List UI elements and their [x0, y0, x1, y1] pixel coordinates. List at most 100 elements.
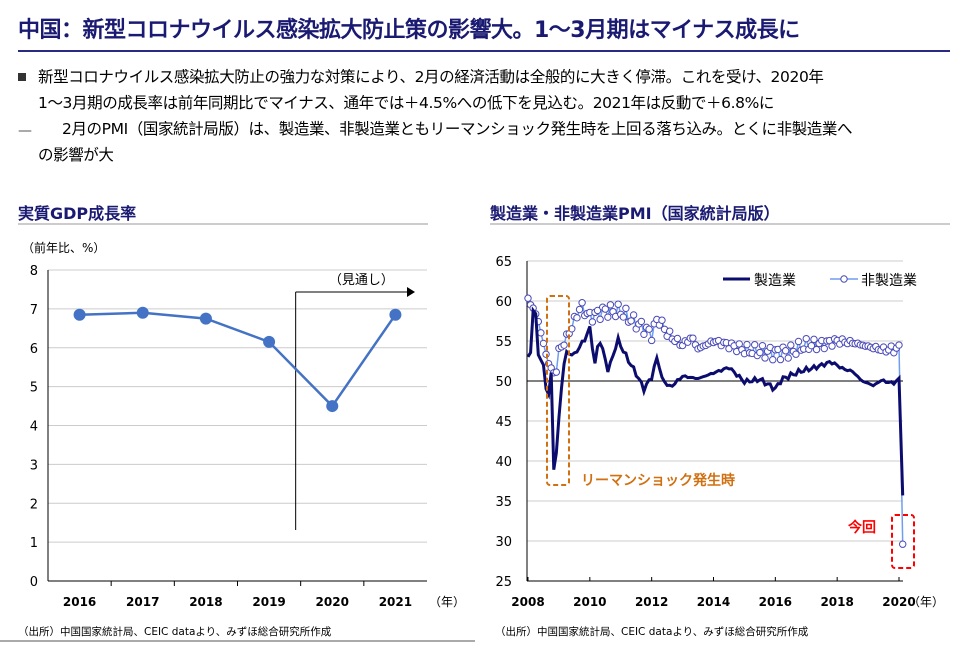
y-axis-label: （前年比、%） [22, 240, 105, 255]
x-tick-label: 2018 [189, 595, 222, 609]
gdp-point [136, 306, 149, 319]
nonmanufacturing-point [627, 317, 635, 325]
nonmanufacturing-point [820, 344, 828, 353]
title-divider [18, 50, 950, 52]
nonmanufacturing-point [593, 306, 602, 315]
nonmanufacturing-point [601, 305, 609, 313]
gdp-line [79, 311, 397, 409]
gdp-point [73, 308, 86, 321]
x-tick-label: 2016 [759, 595, 792, 609]
nonmanufacturing-point [575, 305, 584, 314]
gdp-heading-divider [18, 223, 428, 225]
x-tick-label: 2008 [511, 595, 544, 609]
x-tick-label: 2017 [126, 595, 159, 609]
nonmanufacturing-point [658, 316, 666, 324]
y-tick-label: 0 [30, 575, 38, 590]
gdp-chart-heading: 実質GDP成長率 [18, 204, 137, 223]
y-tick-label: 8 [30, 264, 38, 279]
nonmanufacturing-point [812, 345, 821, 354]
y-tick-label: 3 [30, 458, 38, 473]
gdp-chart: （前年比、%） 0 1 2 3 4 5 6 7 8 2016 2017 2018 2019 2020 2021… [22, 240, 465, 609]
nonmanufacturing-point [756, 348, 764, 357]
x-tick-label: 2018 [820, 595, 853, 609]
nonmanufacturing-point [537, 329, 545, 337]
pmi-chart: 25 30 35 40 45 50 55 60 65 2008 2010 2012 2014 2016 20… [495, 255, 944, 609]
nonmanufacturing-point [614, 300, 622, 308]
nonmanufacturing-point [645, 325, 653, 333]
current-highlight-box [891, 514, 915, 569]
arrow-head-icon [407, 287, 415, 297]
y-tick-label: 25 [495, 575, 512, 590]
nonmanufacturing-point [781, 347, 790, 355]
nonmanufacturing-point [588, 318, 597, 326]
nonmanufacturing-point [619, 313, 628, 321]
y-tick-label: 60 [495, 295, 512, 310]
y-tick-label: 65 [495, 255, 512, 270]
y-tick-label: 7 [30, 303, 38, 318]
nonmanufacturing-point [647, 336, 656, 345]
nonmanufacturing-point [787, 341, 795, 349]
nonmanufacturing-point [606, 301, 615, 309]
sub-bullet-line2: の影響が大 [38, 146, 114, 164]
nonmanufacturing-point [622, 304, 630, 312]
gdp-point [199, 312, 212, 325]
nonmanufacturing-point [784, 354, 792, 362]
gdp-point [389, 308, 402, 321]
x-tick-label: 2020 [316, 595, 349, 609]
nonmanufacturing-point [751, 341, 759, 349]
x-axis-unit: （年） [908, 595, 944, 609]
y-tick-label: 2 [30, 497, 38, 512]
x-axis-unit: （年） [429, 595, 465, 609]
nonmanufacturing-point [666, 327, 674, 335]
gdp-point [326, 400, 339, 413]
y-tick-label: 1 [30, 536, 38, 551]
nonmanufacturing-point [640, 330, 648, 339]
nonmanufacturing-point [637, 317, 646, 326]
x-tick-label: 2010 [573, 595, 606, 609]
gdp-source-note: （出所）中国国家統計局、CEIC dataより、みずほ総合研究所作成 [18, 626, 332, 638]
legend-nonmanufacturing-label: 非製造業 [861, 273, 917, 289]
nonmanufacturing-point [560, 341, 568, 349]
nonmanufacturing-point [552, 368, 561, 376]
nonmanufacturing-point [792, 350, 800, 358]
nonmanufacturing-point [758, 341, 767, 350]
nonmanufacturing-point [810, 335, 818, 344]
legend-nonmanufacturing-marker [840, 275, 848, 283]
y-tick-label: 45 [495, 415, 512, 430]
nonmanufacturing-point [689, 334, 697, 342]
manufacturing-line [526, 306, 905, 496]
nonmanufacturing-point [807, 341, 816, 350]
y-tick-label: 5 [30, 381, 38, 396]
nonmanufacturing-point [761, 354, 769, 362]
nonmanufacturing-point [899, 540, 907, 548]
nonmanufacturing-point [776, 355, 785, 364]
lehman-label: リーマンショック発生時 [581, 472, 735, 489]
nonmanufacturing-point [743, 340, 751, 349]
y-tick-label: 4 [30, 420, 38, 435]
sub-bullet-dash: — [18, 123, 32, 139]
nonmanufacturing-point [604, 313, 612, 321]
x-tick-label: 2021 [379, 595, 412, 609]
bottom-divider [0, 640, 475, 642]
y-tick-label: 30 [495, 535, 512, 550]
bullet-square-icon [18, 73, 26, 81]
lehman-highlight-box [546, 295, 570, 486]
y-tick-label: 40 [495, 455, 512, 470]
nonmanufacturing-point [895, 341, 903, 349]
legend-manufacturing-label: 製造業 [754, 273, 796, 289]
nonmanufacturing-point [673, 334, 682, 343]
nonmanufacturing-point [828, 342, 836, 350]
gdp-point [263, 335, 276, 348]
forecast-label: （見通し） [329, 273, 394, 288]
y-tick-label: 6 [30, 342, 38, 357]
nonmanufacturing-point [539, 339, 548, 348]
nonmanufacturing-point [794, 337, 803, 346]
x-tick-label: 2020 [882, 595, 915, 609]
nonmanufacturing-point [524, 294, 532, 302]
y-tick-label: 50 [495, 375, 512, 390]
nonmanufacturing-point [802, 334, 810, 343]
nonmanufacturing-point [578, 299, 586, 307]
sub-bullet-line1: 2月のPMI（国家統計局版）は、製造業、非製造業ともリーマンショック発生時を上回… [62, 120, 853, 138]
nonmanufacturing-point [769, 356, 777, 364]
bullet-text-line2: 1～3月期の成長率は前年同期比でマイナス、通年では＋4.5%への低下を見込む。2… [38, 94, 775, 112]
